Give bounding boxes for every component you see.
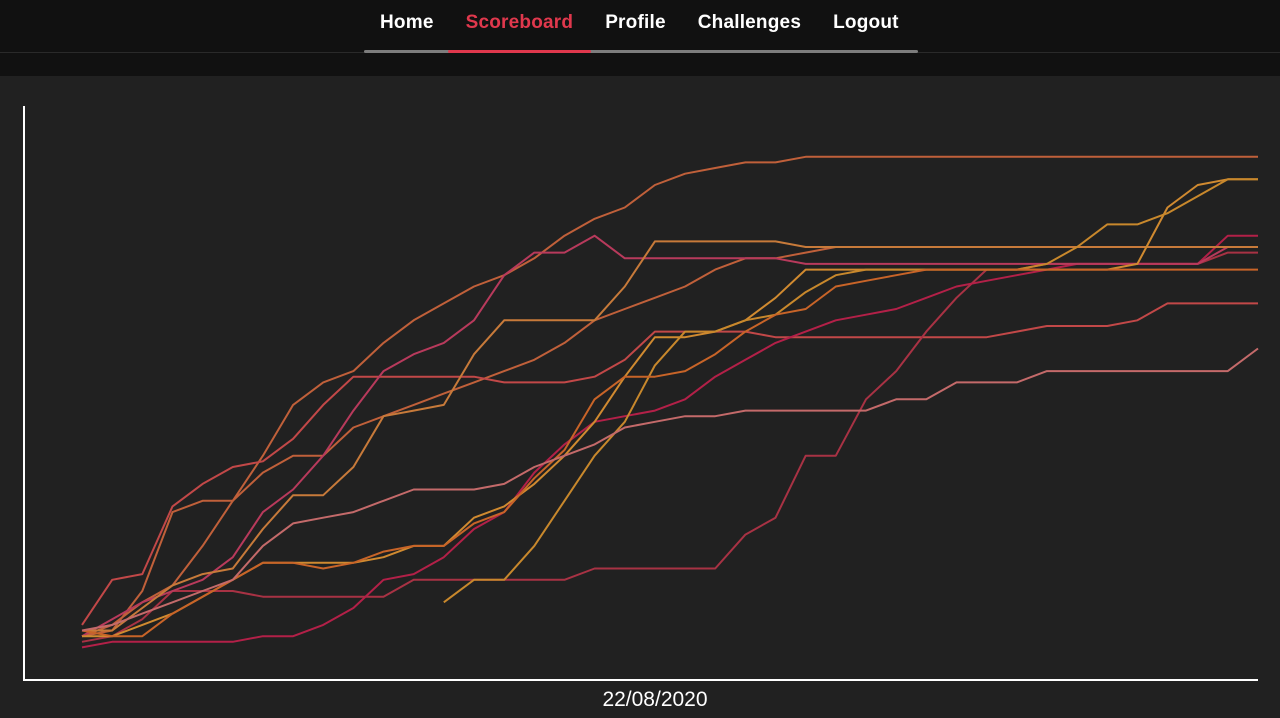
series-line-9 [443,178,1258,604]
series-line-10 [81,268,1258,638]
header-band [0,53,1280,76]
nav-profile[interactable]: Profile [605,12,666,33]
series-line-11 [81,347,1259,632]
nav-logout[interactable]: Logout [833,12,899,33]
series-line-6 [81,234,1258,638]
top-navigation-bar: Home Scoreboard Profile Challenges Logou… [0,0,1280,53]
nav-underline [364,50,918,53]
nav-home[interactable]: Home [380,12,434,33]
series-line-2 [81,155,1258,638]
series-line-7 [82,240,1258,632]
series-line-5 [81,234,1258,649]
series-line-4 [81,251,1258,643]
nav-menu: Home Scoreboard Profile Challenges Logou… [364,0,918,52]
x-axis-label: 22/08/2020 [602,688,708,711]
nav-active-indicator [447,50,592,53]
series-layer [81,155,1259,649]
nav-scoreboard[interactable]: Scoreboard [465,12,574,33]
chart-background [0,76,1280,718]
scoreboard-chart [23,106,1259,681]
series-line-3 [81,302,1258,626]
nav-challenges[interactable]: Challenges [697,12,802,33]
series-line-1 [81,246,1258,638]
